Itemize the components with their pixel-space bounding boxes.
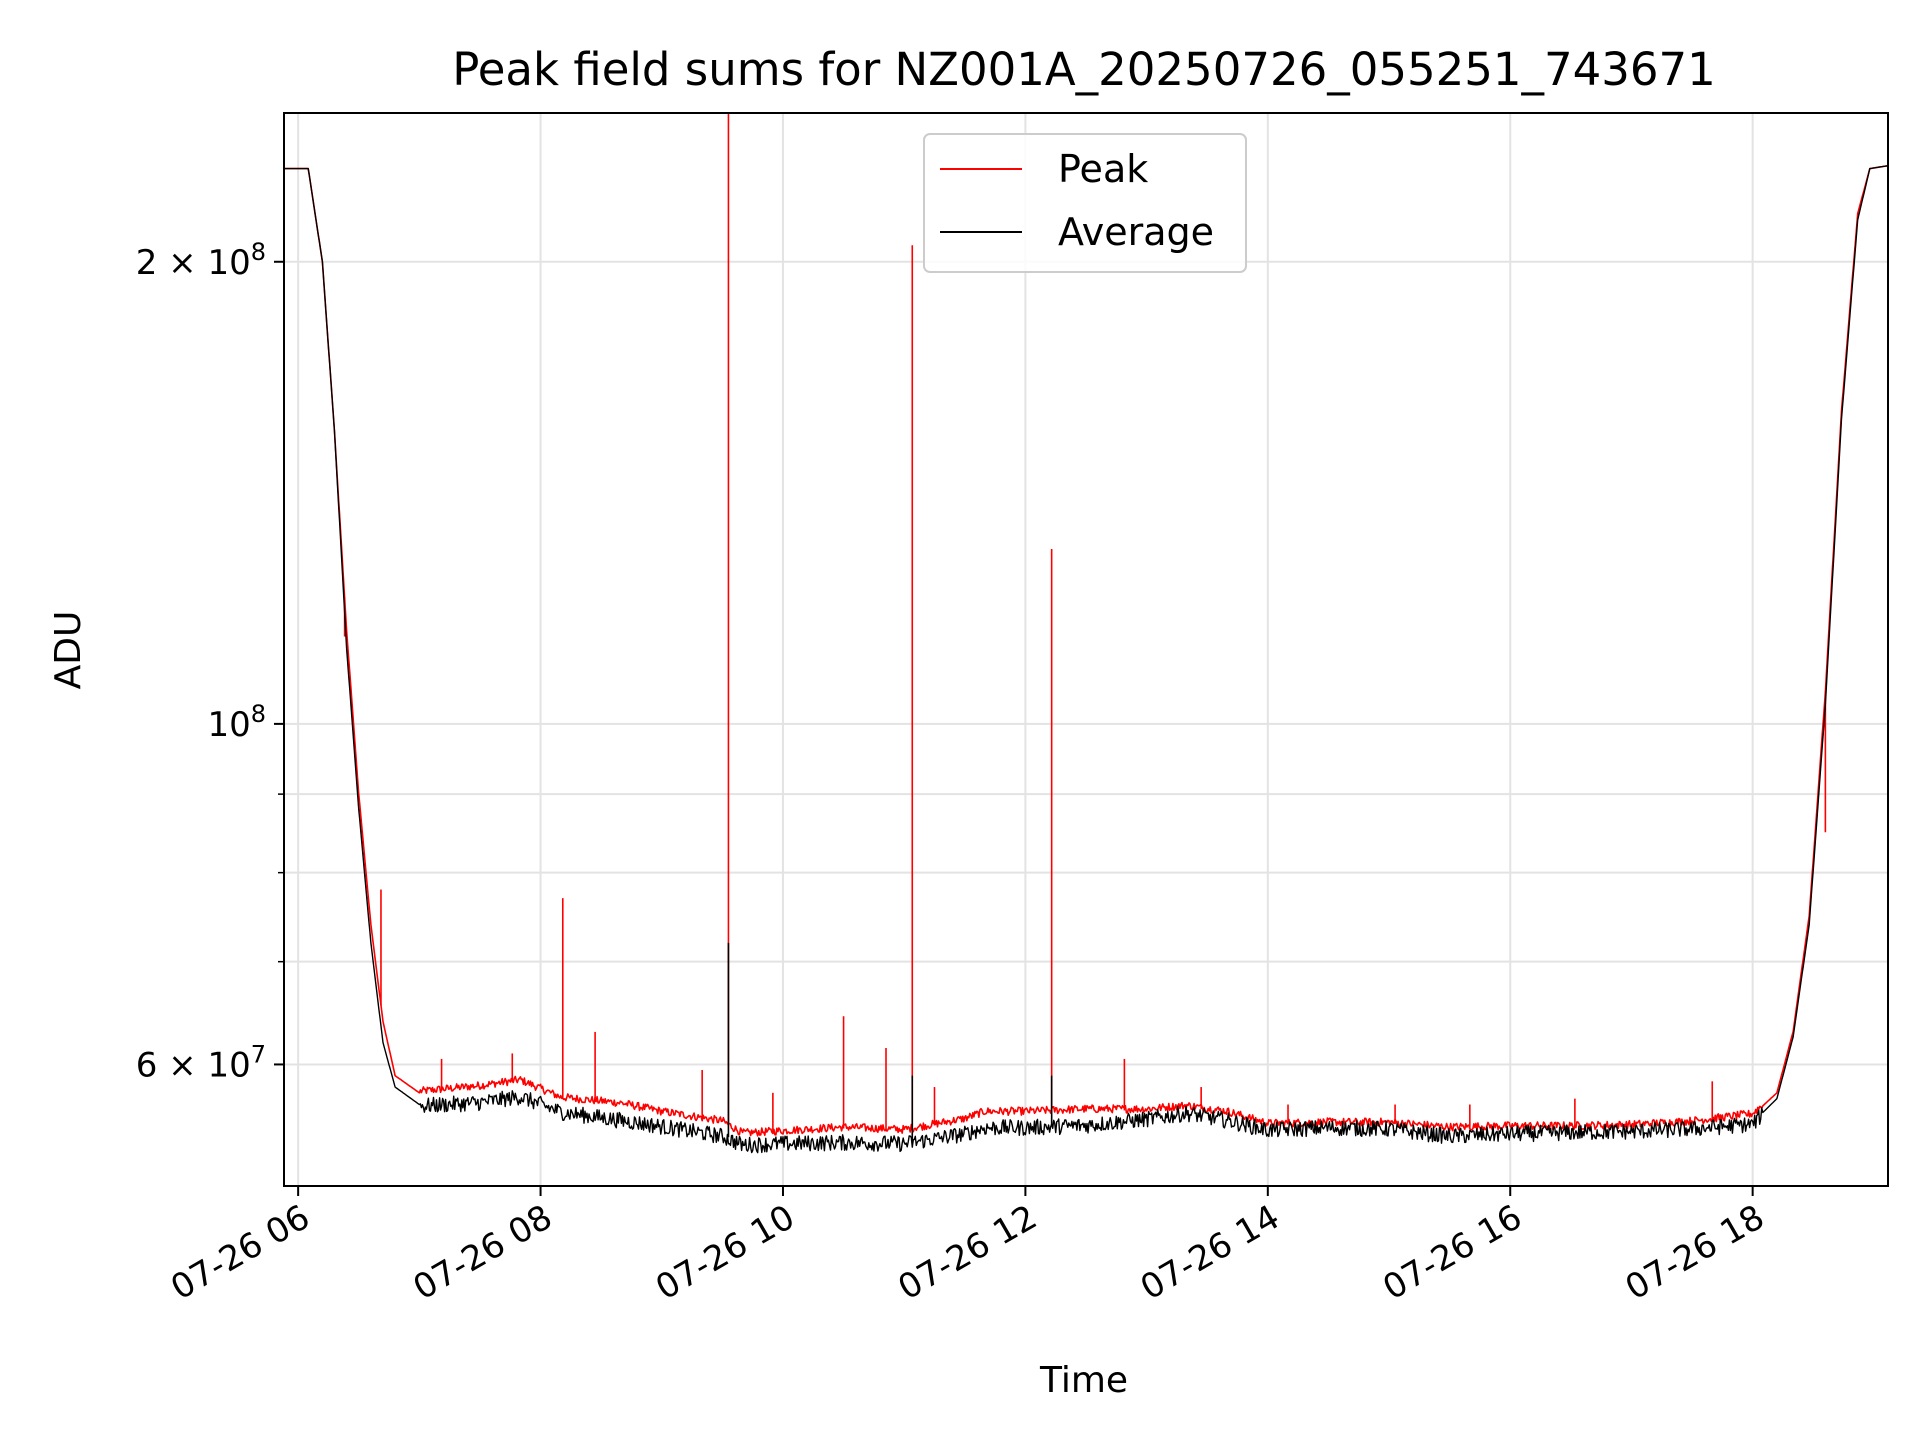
y-axis: 6 × 107 108 2 × 108 xyxy=(136,238,284,1085)
legend-label-average: Average xyxy=(1058,210,1214,254)
series-line-peak xyxy=(284,164,1889,1137)
plot-frame xyxy=(283,112,1889,1187)
plot-area xyxy=(284,113,1889,1154)
x-axis: 07-26 06 07-26 08 07-26 10 07-26 12 07-26 14… xyxy=(164,1186,1771,1308)
x-tick-label: 07-26 14 xyxy=(1134,1197,1286,1308)
x-tick-label: 07-26 10 xyxy=(649,1197,801,1308)
y-tick-label: 6 × 107 xyxy=(136,1040,266,1085)
x-axis-label: Time xyxy=(1039,1360,1128,1401)
y-tick-label: 2 × 108 xyxy=(136,238,266,283)
x-tick-label: 07-26 12 xyxy=(892,1197,1044,1308)
grid xyxy=(284,113,1888,1186)
chart-title: Peak field sums for NZ001A_20250726_0552… xyxy=(452,43,1716,96)
y-tick-label: 108 xyxy=(207,700,266,745)
series-line-average xyxy=(284,165,1889,1154)
y-axis-label: ADU xyxy=(48,611,89,690)
x-tick-label: 07-26 16 xyxy=(1376,1197,1528,1308)
x-tick-label: 07-26 18 xyxy=(1619,1197,1771,1308)
x-tick-label: 07-26 08 xyxy=(407,1197,559,1308)
x-tick-label: 07-26 06 xyxy=(164,1197,316,1308)
legend: Peak Average xyxy=(923,133,1247,273)
legend-label-peak: Peak xyxy=(1058,147,1148,191)
